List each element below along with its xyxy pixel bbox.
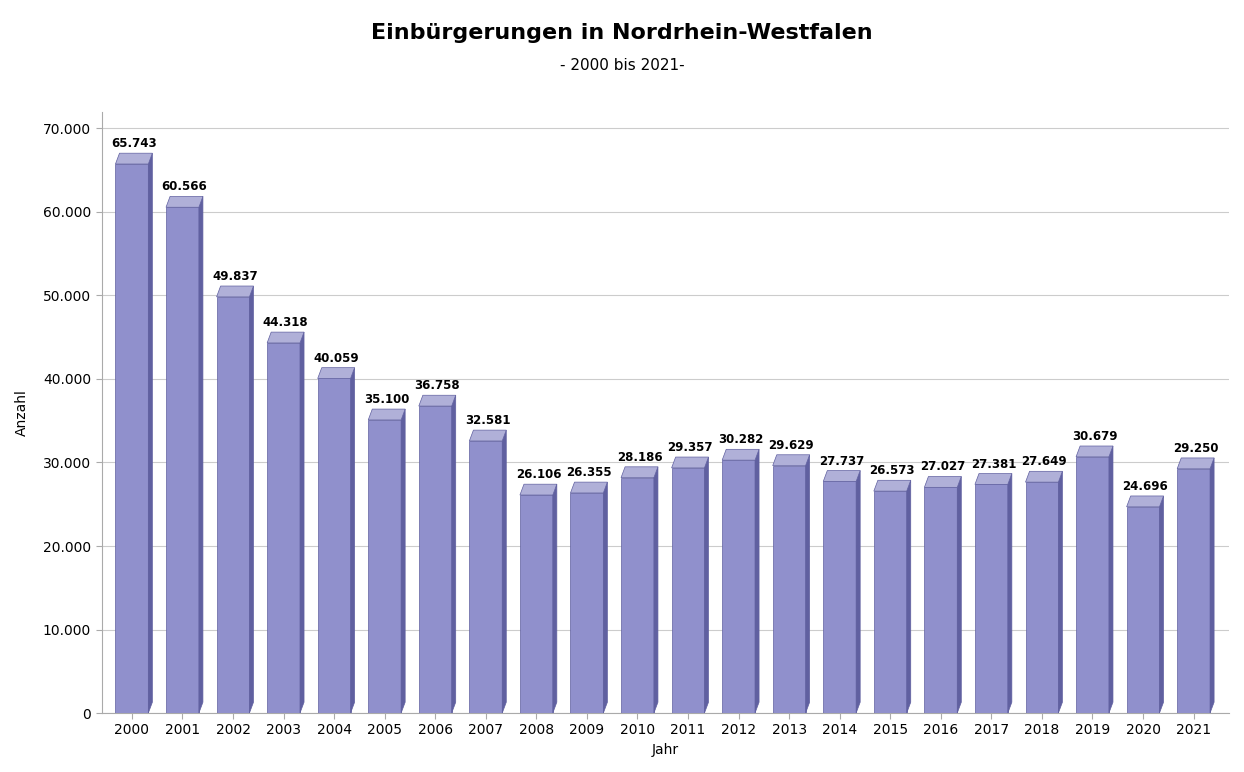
Polygon shape [672,468,704,713]
Polygon shape [621,467,658,478]
Polygon shape [469,430,506,441]
Polygon shape [571,493,603,713]
Polygon shape [824,482,856,713]
Polygon shape [300,332,304,713]
Text: Einbürgerungen in Nordrhein-Westfalen: Einbürgerungen in Nordrhein-Westfalen [371,23,873,43]
Polygon shape [755,449,759,713]
Polygon shape [1025,482,1059,713]
Polygon shape [907,480,911,713]
Polygon shape [552,484,557,713]
Y-axis label: Anzahl: Anzahl [15,389,29,436]
Polygon shape [520,495,552,713]
Polygon shape [165,196,203,207]
Polygon shape [603,482,607,713]
Text: 29.357: 29.357 [667,441,713,454]
Text: 44.318: 44.318 [262,316,309,329]
Text: 26.106: 26.106 [515,468,561,481]
Polygon shape [317,367,355,378]
Polygon shape [824,471,860,482]
Polygon shape [401,409,406,713]
Text: 27.649: 27.649 [1021,455,1067,469]
Polygon shape [267,332,304,343]
Polygon shape [1177,469,1210,713]
Polygon shape [199,196,203,713]
Polygon shape [368,409,406,420]
Text: 30.679: 30.679 [1072,430,1117,443]
Polygon shape [975,484,1008,713]
X-axis label: Jahr: Jahr [652,743,679,757]
Text: 65.743: 65.743 [111,137,157,151]
Text: 30.282: 30.282 [718,433,764,446]
Text: 32.581: 32.581 [465,414,510,427]
Text: - 2000 bis 2021-: - 2000 bis 2021- [560,58,684,73]
Polygon shape [148,153,152,713]
Polygon shape [368,420,401,713]
Text: 40.059: 40.059 [313,352,360,364]
Polygon shape [924,487,957,713]
Text: 27.027: 27.027 [921,460,965,473]
Polygon shape [317,378,351,713]
Text: 29.629: 29.629 [769,438,814,452]
Polygon shape [654,467,658,713]
Text: 49.837: 49.837 [213,270,258,283]
Polygon shape [621,478,654,713]
Text: 26.355: 26.355 [566,466,612,479]
Polygon shape [704,457,709,713]
Polygon shape [1159,496,1163,713]
Polygon shape [723,460,755,713]
Polygon shape [452,395,455,713]
Polygon shape [419,395,455,406]
Polygon shape [773,466,806,713]
Polygon shape [116,164,148,713]
Polygon shape [1025,472,1062,482]
Polygon shape [806,455,810,713]
Polygon shape [216,286,254,297]
Polygon shape [1177,458,1214,469]
Polygon shape [351,367,355,713]
Polygon shape [1059,472,1062,713]
Text: 27.381: 27.381 [970,458,1016,471]
Text: 24.696: 24.696 [1122,480,1168,493]
Polygon shape [503,430,506,713]
Polygon shape [1127,496,1163,506]
Text: 29.250: 29.250 [1173,442,1218,455]
Polygon shape [419,406,452,713]
Polygon shape [957,476,962,713]
Text: 27.737: 27.737 [819,455,865,468]
Polygon shape [975,473,1011,484]
Text: 35.100: 35.100 [364,393,409,406]
Polygon shape [116,153,152,164]
Polygon shape [1008,473,1011,713]
Polygon shape [165,207,199,713]
Polygon shape [571,482,607,493]
Polygon shape [873,480,911,491]
Text: 28.186: 28.186 [617,451,662,464]
Polygon shape [773,455,810,466]
Polygon shape [469,441,503,713]
Text: 60.566: 60.566 [162,181,208,194]
Polygon shape [856,471,860,713]
Polygon shape [250,286,254,713]
Polygon shape [267,343,300,713]
Polygon shape [924,476,962,487]
Text: 26.573: 26.573 [870,464,916,477]
Polygon shape [520,484,557,495]
Polygon shape [1127,506,1159,713]
Polygon shape [1076,446,1113,457]
Polygon shape [1108,446,1113,713]
Polygon shape [723,449,759,460]
Polygon shape [873,491,907,713]
Polygon shape [1210,458,1214,713]
Polygon shape [216,297,250,713]
Polygon shape [1076,457,1108,713]
Text: 36.758: 36.758 [414,379,460,392]
Polygon shape [672,457,709,468]
